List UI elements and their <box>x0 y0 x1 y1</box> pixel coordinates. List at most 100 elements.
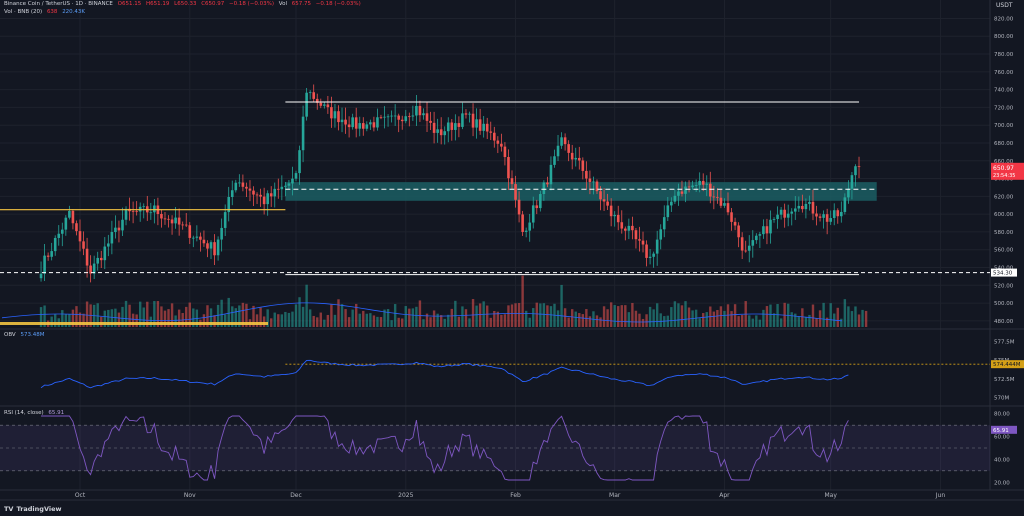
volume-bar <box>245 303 248 327</box>
rsi-line <box>41 415 849 481</box>
price-tick-label: 760.00 <box>994 70 1014 76</box>
volume-bar <box>794 313 797 327</box>
candle-body <box>482 123 485 131</box>
candle-body <box>99 257 103 261</box>
candle-body <box>291 178 294 184</box>
volume-bar <box>641 318 645 327</box>
candle-body <box>726 203 730 213</box>
candle-body <box>337 111 340 123</box>
tradingview-brand[interactable]: TV TradingView <box>4 505 62 513</box>
candle-body <box>716 196 719 198</box>
volume-bar <box>337 299 340 327</box>
volume-base-strip <box>0 322 268 325</box>
candle-body <box>230 190 234 197</box>
candle-body <box>546 182 549 185</box>
candle-body <box>241 182 245 187</box>
level-badge <box>991 268 1017 277</box>
volume-bar <box>779 318 783 327</box>
obv-header: OBV 573.48M <box>4 332 47 339</box>
candle-body <box>446 122 450 132</box>
candle-body <box>585 170 588 179</box>
volume-bar <box>404 306 407 327</box>
candle-body <box>829 218 832 222</box>
volume-bar <box>468 318 471 327</box>
volume-bar <box>631 302 634 327</box>
candle-body <box>776 214 779 219</box>
candle-body <box>624 228 627 231</box>
volume-bar <box>185 306 188 327</box>
volume-label: Vol · BNB (20) <box>4 9 43 15</box>
obv-level-badge <box>991 360 1024 369</box>
candle-body <box>563 137 567 145</box>
candle-body <box>330 107 333 119</box>
candle-body <box>500 143 503 147</box>
candle-body <box>801 205 804 210</box>
volume-bar <box>606 309 609 327</box>
volume-bar <box>733 304 737 327</box>
volume-bar <box>61 310 64 327</box>
volume-bar <box>401 318 404 327</box>
time-tick-label: Feb <box>510 492 521 499</box>
volume-bar <box>408 308 411 327</box>
candle-body <box>135 211 138 213</box>
volume-bar <box>811 304 815 327</box>
candle-body <box>439 129 443 136</box>
candle-body <box>588 178 592 182</box>
price-tick-label: 780.00 <box>994 52 1014 58</box>
candle-body <box>701 180 705 185</box>
volume-bar <box>486 305 489 327</box>
rsi-value-badge <box>991 425 1017 434</box>
volume-bar <box>379 317 383 327</box>
high-value: H651.19 <box>146 1 170 7</box>
candle-body <box>655 239 659 254</box>
volume-bar <box>595 315 599 327</box>
volume-bar <box>262 316 266 327</box>
volume-bar <box>432 310 436 327</box>
volume-bar <box>549 306 553 327</box>
candle-body <box>369 122 372 125</box>
candle-body <box>592 181 595 183</box>
volume-bar <box>737 316 740 327</box>
price-tick-label: 520.00 <box>994 283 1014 289</box>
volume-bar <box>163 310 167 327</box>
volume-bar <box>54 314 57 327</box>
candle-body <box>340 119 344 123</box>
candle-body <box>301 116 305 151</box>
volume-bar <box>280 314 284 327</box>
tradingview-logo-icon: TV <box>4 505 14 513</box>
candle-body <box>857 166 861 168</box>
volume-bar <box>645 314 648 327</box>
volume-bar <box>815 318 818 327</box>
candle-body <box>507 157 510 179</box>
rsi-tick-label: 40.00 <box>994 457 1010 463</box>
volume-bar <box>521 275 524 327</box>
candle-body <box>659 229 663 240</box>
volume-bar <box>142 307 145 327</box>
candle-body <box>581 160 585 171</box>
candle-body <box>793 208 797 212</box>
currency-label[interactable]: USDT <box>996 2 1013 9</box>
volume-bar <box>723 310 726 327</box>
volume-bar <box>659 313 662 327</box>
volume-bar <box>270 318 273 327</box>
volume-bar <box>528 317 531 327</box>
candle-body <box>461 113 464 127</box>
low-value: L650.33 <box>174 1 197 7</box>
candle-body <box>153 205 156 213</box>
candle-body <box>542 182 546 195</box>
candle-body <box>747 245 751 251</box>
bottom-bar <box>0 500 1024 516</box>
candle-body <box>804 203 808 210</box>
candle-body <box>408 116 411 118</box>
candle-body <box>308 92 312 94</box>
price-tick-label: 580.00 <box>994 230 1014 236</box>
candles <box>39 84 861 283</box>
obv-level-label: 574.444M <box>993 362 1021 368</box>
volume-bar <box>570 309 574 327</box>
volume-bar <box>354 303 358 327</box>
candle-body <box>645 244 648 258</box>
volume-bar <box>712 311 716 327</box>
volume-bar <box>188 302 191 327</box>
candle-body <box>616 214 620 223</box>
